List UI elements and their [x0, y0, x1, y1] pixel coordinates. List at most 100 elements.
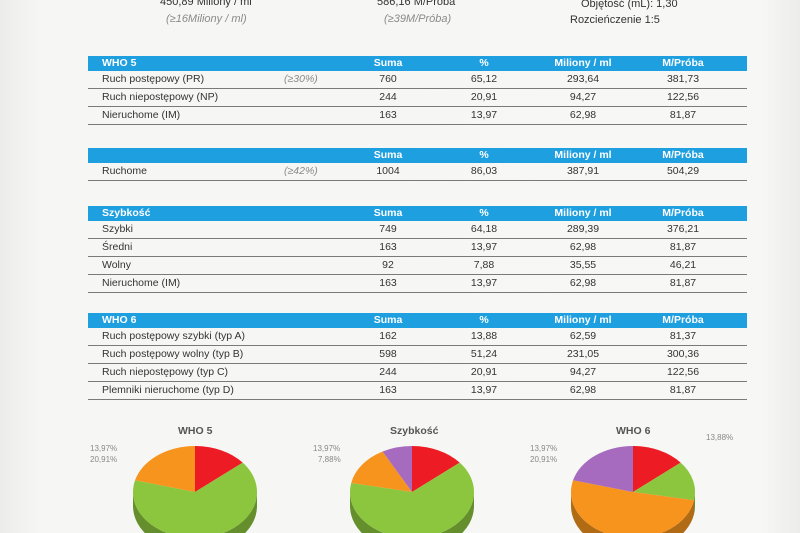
- table-header: WHO 5 Suma% Miliony / ml M/Próba: [88, 56, 747, 71]
- column-header: M/Próba: [662, 207, 704, 219]
- row-value: 598: [379, 348, 397, 360]
- row-value: 289,39: [566, 223, 600, 235]
- row-label: Wolny: [102, 259, 131, 271]
- results-table: WHO 5 Suma% Miliony / ml M/Próba Ruch postęp…: [88, 56, 747, 125]
- row-value: 376,21: [666, 223, 700, 235]
- row-value: 13,97: [470, 241, 498, 253]
- row-value: 13,97: [470, 109, 498, 121]
- row-value: 81,37: [669, 330, 697, 342]
- dilution-value: Rozcieńczenie 1:5: [570, 14, 660, 26]
- row-value: 20,91: [470, 366, 498, 378]
- row-value: 62,59: [569, 330, 597, 342]
- pie-slice-side: [350, 492, 474, 533]
- table-row: Ruch postępowy wolny (typ B) 598 51,24 231,…: [88, 346, 747, 364]
- row-value: 62,98: [569, 384, 597, 396]
- row-value: 300,36: [666, 348, 700, 360]
- row-value: 387,91: [566, 165, 600, 177]
- row-label: Szybki: [102, 223, 133, 235]
- pie-label: 7,88%: [318, 455, 341, 464]
- row-label: Nieruchome (IM): [102, 109, 181, 121]
- row-value: 122,56: [666, 366, 700, 378]
- row-value: 244: [379, 366, 397, 378]
- table-row: Ruch niepostępowy (NP) 244 20,91 94,27 122,5…: [88, 89, 747, 107]
- table-row: Wolny 92 7,88 35,55 46,21: [88, 257, 747, 275]
- per-sample-value: 586,16 M/Próba: [377, 0, 456, 8]
- row-value: 64,18: [470, 223, 498, 235]
- row-label: Nieruchome (IM): [102, 277, 181, 289]
- column-header: Suma: [373, 149, 403, 161]
- row-value: 65,12: [470, 73, 498, 85]
- pie-slice: [412, 446, 460, 492]
- row-value: 94,27: [569, 91, 597, 103]
- pie-label: 13,88%: [706, 433, 734, 442]
- table-header: Suma% Miliony / ml M/Próba: [88, 148, 747, 163]
- pie-label: 13,97%: [90, 444, 118, 453]
- pie-label: 20,91%: [90, 455, 118, 464]
- table-row: Plemniki nieruchome (typ D) 163 13,97 62,98…: [88, 382, 747, 400]
- row-label: Ruch postępowy wolny (typ B): [102, 348, 244, 360]
- row-value: 81,87: [669, 109, 697, 121]
- table-title: WHO 5: [102, 57, 137, 69]
- pie-label: 13,97%: [530, 444, 558, 453]
- column-header: %: [479, 149, 489, 161]
- table-row: Nieruchome (IM) 163 13,97 62,98 81,87: [88, 107, 747, 125]
- chart-title-szybkosc: Szybkość: [390, 425, 439, 437]
- table-header: WHO 6 Suma% Miliony / ml M/Próba: [88, 313, 747, 328]
- row-value: 13,97: [470, 384, 498, 396]
- chart-title-who6: WHO 6: [616, 425, 651, 437]
- reference-value: (≥30%): [284, 73, 318, 85]
- column-header: Suma: [373, 314, 403, 326]
- summary-header: 450,89 Miliony / ml (≥16Miliony / ml) 58…: [0, 0, 800, 40]
- pie-slice: [135, 446, 195, 492]
- row-value: 1004: [376, 165, 400, 177]
- concentration-reference: (≥16Miliony / ml): [166, 13, 247, 25]
- table-row: Szybki 749 64,18 289,39 376,21: [88, 221, 747, 239]
- table-row: Ruch postępowy szybki (typ A) 162 13,88 62,…: [88, 328, 747, 346]
- column-header: Suma: [373, 57, 403, 69]
- row-label: Ruch niepostępowy (typ C): [102, 366, 229, 378]
- row-value: 46,21: [669, 259, 697, 271]
- table-row: Ruchome (≥42%) 1004 86,03 387,91 504,29: [88, 163, 747, 181]
- row-value: 163: [379, 109, 397, 121]
- pie-charts: [133, 446, 695, 533]
- per-sample-reference: (≥39M/Próba): [384, 13, 452, 25]
- column-header: M/Próba: [662, 57, 704, 69]
- table-row: Ruch postępowy (PR) (≥30%) 760 65,12 293,64 3…: [88, 71, 747, 89]
- volume-value: Objętość (mL): 1,30: [581, 0, 678, 10]
- table-row: Średni 163 13,97 62,98 81,87: [88, 239, 747, 257]
- row-value: 163: [379, 241, 397, 253]
- row-value: 20,91: [470, 91, 498, 103]
- column-header: Miliony / ml: [554, 57, 612, 69]
- results-table: WHO 6 Suma% Miliony / ml M/Próba Ruch postęp…: [88, 313, 747, 400]
- results-table: Suma% Miliony / ml M/Próba Ruchome (≥42%) 100…: [88, 148, 747, 181]
- row-value: 162: [379, 330, 397, 342]
- pie-slice-side: [694, 492, 695, 515]
- row-label: Ruch niepostępowy (NP): [102, 91, 219, 103]
- row-value: 13,97: [470, 277, 498, 289]
- row-value: 244: [379, 91, 397, 103]
- row-label: Ruch postępowy szybki (typ A): [102, 330, 245, 342]
- row-value: 122,56: [666, 91, 700, 103]
- pie-slice: [351, 451, 412, 492]
- chart-title-who5: WHO 5: [178, 425, 213, 437]
- charts-area: WHO 5 Szybkość WHO 6 13,97% 20,91% 13,97…: [0, 420, 800, 533]
- row-value: 92: [382, 259, 394, 271]
- row-label: Ruch postępowy (PR): [102, 73, 205, 85]
- column-header: M/Próba: [662, 314, 704, 326]
- table-row: Ruch niepostępowy (typ C) 244 20,91 94,27 12…: [88, 364, 747, 382]
- pie-slice: [350, 462, 474, 533]
- column-header: %: [479, 314, 489, 326]
- row-value: 760: [379, 73, 397, 85]
- row-value: 13,88: [470, 330, 498, 342]
- pie-slice: [571, 480, 695, 533]
- column-header: Miliony / ml: [554, 314, 612, 326]
- row-value: 749: [379, 223, 397, 235]
- row-value: 62,98: [569, 277, 597, 289]
- pie-label: 13,97%: [313, 444, 341, 453]
- row-value: 7,88: [473, 259, 495, 271]
- column-header: M/Próba: [662, 149, 704, 161]
- column-header: %: [479, 207, 489, 219]
- pie-slice: [633, 462, 695, 501]
- pie-slice: [195, 446, 243, 492]
